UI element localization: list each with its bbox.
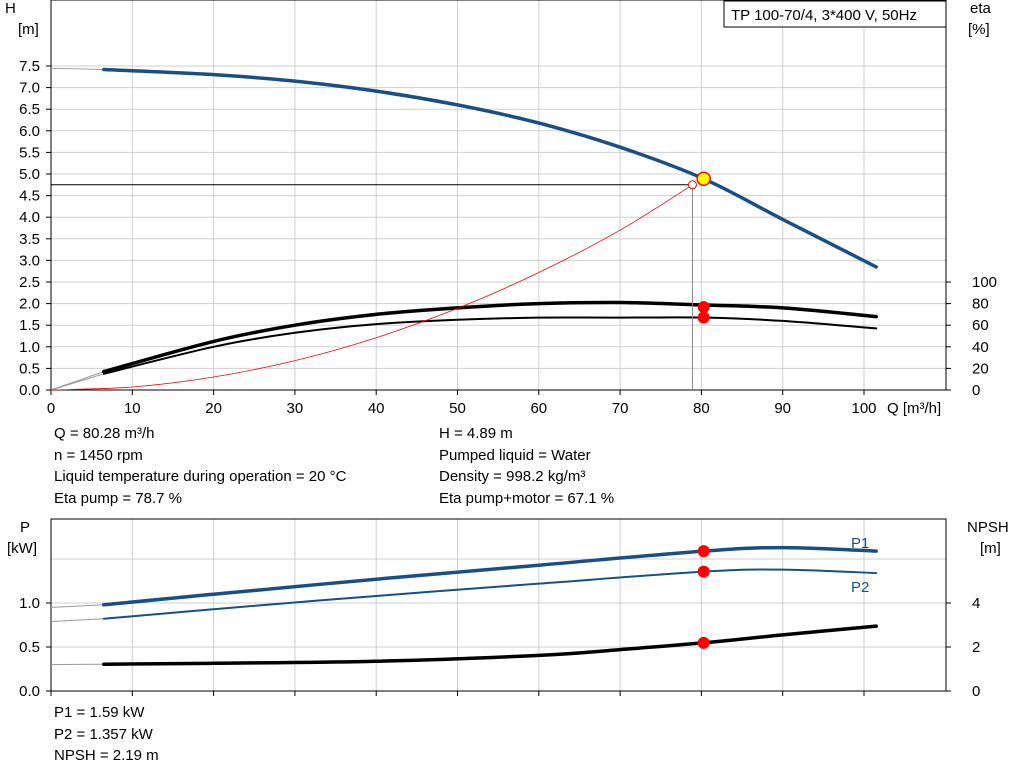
npsh-op-marker [697, 636, 710, 649]
p1-curve-start [50, 604, 104, 608]
eta-pump-op-marker [697, 301, 710, 314]
top-chart-ticks: 0 10 20 30 40 50 60 70 80 90 100 0.0 0.5 1.0 1.5 2.0 2.5… [19, 58, 997, 417]
h-curve [102, 67, 878, 269]
npsh-tick-label: 0 [972, 683, 980, 700]
system-end-marker [687, 180, 697, 190]
q-tick-label: 20 [205, 400, 222, 417]
h-tick-label: 5.5 [19, 144, 40, 161]
h-tick-label: 0.0 [19, 382, 40, 399]
h-tick-label: 0.5 [19, 360, 40, 377]
info-speed: n = 1450 rpm [54, 446, 143, 464]
info-head: H = 4.89 m [439, 425, 513, 442]
info-top-left: Q = 80.28 m³/h n = 1450 rpm Liquid tempe… [54, 423, 346, 509]
q-tick-label: 100 [851, 400, 876, 417]
p1-curve [102, 545, 878, 607]
info-eta-pump: Eta pump = 78.7 % [54, 489, 182, 507]
eta-tick-label: 60 [972, 317, 989, 334]
p-tick-label: 0.5 [19, 639, 40, 656]
h-tick-label: 2.5 [19, 274, 40, 291]
q-tick-label: 60 [530, 400, 547, 417]
info-p1: P1 = 1.59 kW [54, 704, 145, 721]
h-curve-start [50, 67, 104, 70]
p-tick-label: 1.0 [19, 595, 40, 612]
q-tick-label: 10 [124, 400, 141, 417]
bottom-chart-curves [50, 545, 878, 666]
h-tick-label: 6.5 [19, 101, 40, 118]
system-curve [50, 184, 693, 391]
top-chart-grid [50, 0, 946, 391]
info-flow: Q = 80.28 m³/h [54, 425, 155, 442]
info-npsh: NPSH = 2.19 m [54, 747, 159, 764]
eta-tick-label: 100 [972, 274, 997, 291]
npsh-tick-label: 4 [972, 595, 980, 612]
p1-op-marker [697, 545, 710, 558]
eta-tick-label: 40 [972, 339, 989, 356]
h-tick-label: 7.0 [19, 80, 40, 97]
eta-axis-label: eta [970, 0, 992, 17]
model-label: TP 100-70/4, 3*400 V, 50Hz [731, 7, 917, 24]
q-tick-label: 40 [368, 400, 385, 417]
operating-point-marker [696, 171, 711, 187]
h-tick-label: 7.5 [19, 58, 40, 75]
q-axis-label: Q [m³/h] [887, 400, 941, 417]
eta-pump-curve-start [50, 371, 104, 391]
info-liquid-temp: Liquid temperature during operation = 20… [54, 468, 347, 485]
q-tick-label: 30 [287, 400, 304, 417]
top-chart-curves [50, 67, 878, 391]
info-bottom: P1 = 1.59 kW P2 = 1.357 kW NPSH = 2.19 m [54, 702, 159, 767]
h-tick-label: 1.0 [19, 339, 40, 356]
h-tick-label: 3.5 [19, 231, 40, 248]
npsh-curve [102, 624, 878, 666]
eta-pump-motor-curve [102, 316, 878, 375]
q-tick-label: 50 [449, 400, 466, 417]
npsh-tick-label: 2 [972, 639, 980, 656]
p2-series-label: P2 [851, 579, 869, 596]
eta-axis-unit: [%] [968, 21, 990, 38]
p2-curve-start [50, 618, 104, 622]
h-axis-unit: [m] [18, 21, 39, 38]
h-axis-label: H [5, 0, 16, 17]
eta-tick-label: 20 [972, 360, 989, 377]
p-axis-label: P [20, 519, 30, 536]
model-label-box [723, 0, 947, 28]
q-tick-label: 0 [47, 400, 55, 417]
eta-pump-curve [102, 300, 878, 374]
info-pumped-liquid: Pumped liquid = Water [439, 446, 591, 464]
q-tick-label: 70 [612, 400, 629, 417]
h-tick-label: 2.0 [19, 296, 40, 313]
p-axis-unit: [kW] [7, 540, 37, 557]
npsh-axis-unit: [m] [980, 540, 1001, 557]
eta-pump-motor-op-marker [697, 311, 710, 324]
h-tick-label: 4.0 [19, 209, 40, 226]
info-p2: P2 = 1.357 kW [54, 725, 153, 743]
h-tick-label: 3.0 [19, 252, 40, 269]
eta-tick-label: 0 [972, 382, 980, 399]
q-tick-label: 90 [774, 400, 791, 417]
h-tick-label: 4.5 [19, 188, 40, 205]
bottom-chart-ticks: 0.0 0.5 1.0 0 2 4 [19, 595, 980, 700]
info-eta-pump-motor: Eta pump+motor = 67.1 % [439, 489, 615, 507]
top-plot-frame [50, 0, 947, 391]
info-top-right: H = 4.89 m Pumped liquid = Water Density… [439, 423, 614, 509]
p-tick-label: 0.0 [19, 683, 40, 700]
p2-curve [102, 568, 878, 620]
npsh-axis-label: NPSH [967, 519, 1009, 536]
eta-tick-label: 80 [972, 296, 989, 313]
h-tick-label: 1.5 [19, 317, 40, 334]
p2-op-marker [697, 565, 710, 578]
q-tick-label: 80 [693, 400, 710, 417]
h-tick-label: 6.0 [19, 123, 40, 140]
p1-series-label: P1 [851, 535, 869, 552]
h-tick-label: 5.0 [19, 166, 40, 183]
info-density: Density = 998.2 kg/m³ [439, 468, 586, 485]
bottom-plot-frame [50, 518, 947, 692]
